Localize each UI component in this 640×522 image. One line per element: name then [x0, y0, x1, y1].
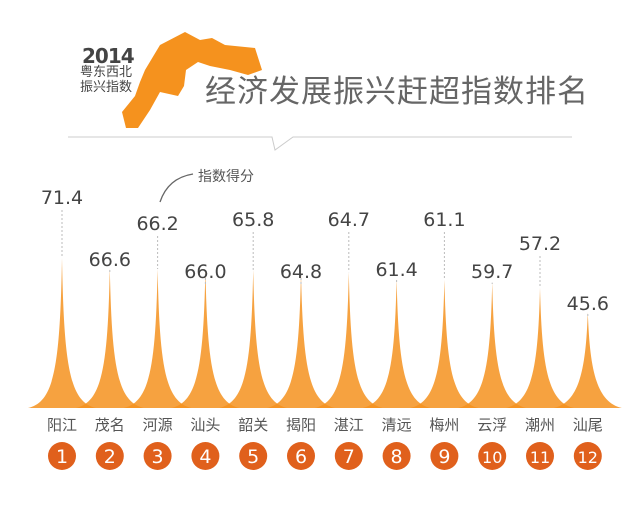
rank-badge: [573, 442, 602, 470]
spike-mark: [506, 287, 574, 408]
value-label: 61.1: [423, 209, 465, 231]
rank-badge: [287, 442, 315, 470]
rank-number: 10: [482, 448, 502, 467]
value-label: 57.2: [519, 233, 561, 255]
category-label: 云浮: [477, 416, 507, 434]
rank-number: 5: [247, 446, 259, 468]
category-label: 揭阳: [286, 416, 316, 434]
rank-number: 12: [578, 448, 598, 467]
category-label: 梅州: [429, 416, 459, 434]
rank-number: 2: [104, 446, 116, 468]
rank-badge: [48, 442, 76, 470]
category-label: 韶关: [238, 416, 268, 434]
rank-number: 1: [56, 446, 68, 468]
logo-line2: 振兴指数: [80, 80, 133, 95]
rank-badge: [526, 442, 554, 470]
spike-mark: [219, 269, 288, 408]
rank-badge: [239, 442, 268, 470]
value-label: 64.7: [328, 209, 370, 231]
legend-pointer: [159, 173, 194, 203]
rank-number: 4: [199, 446, 211, 468]
rank-number: 6: [295, 446, 307, 468]
spike-mark: [75, 268, 144, 408]
spike-mark: [28, 258, 96, 408]
logo-line1: 粤东西北: [80, 65, 133, 80]
value-label: 66.6: [89, 249, 131, 271]
rank-badge: [143, 442, 172, 470]
rank-number: 8: [391, 446, 403, 468]
rank-badge: [430, 442, 459, 470]
spike-mark: [553, 312, 622, 408]
value-label: 66.0: [184, 261, 226, 283]
rank-number: 7: [343, 446, 355, 468]
logo-year: 2014: [82, 44, 135, 68]
category-label: 清远: [382, 416, 412, 434]
rank-badge: [382, 442, 411, 470]
value-label: 61.4: [375, 259, 417, 281]
divider-line: [68, 136, 572, 151]
spike-mark: [314, 272, 383, 408]
category-label: 河源: [143, 416, 173, 434]
category-label: 汕尾: [573, 416, 603, 434]
spike-mark: [362, 279, 431, 408]
value-label: 66.2: [136, 213, 178, 235]
legend-label: 指数得分: [198, 169, 254, 185]
value-label: 65.8: [232, 209, 274, 231]
rank-number: 11: [530, 448, 550, 467]
value-label: 64.8: [280, 261, 322, 283]
orange-map-icon: [122, 32, 262, 128]
spikes: [28, 258, 622, 408]
category-label: 湛江: [334, 416, 364, 434]
rank-number: 3: [152, 446, 164, 468]
value-label: 71.4: [41, 187, 83, 209]
rank-badge: [95, 442, 124, 470]
category-label: 阳江: [47, 416, 77, 434]
spike-mark: [410, 279, 479, 408]
category-label: 潮州: [525, 416, 555, 434]
value-label: 45.6: [567, 293, 609, 315]
spike-mark: [267, 271, 335, 408]
spike-mark: [123, 268, 192, 408]
value-label: 59.7: [471, 261, 513, 283]
page-title: 经济发展振兴赶超指数排名: [205, 74, 589, 110]
spike-mark: [171, 269, 240, 408]
rank-badge: [334, 442, 363, 470]
rank-badge: [191, 442, 220, 470]
rank-badge: [478, 442, 507, 470]
category-label: 汕头: [190, 416, 220, 434]
category-label: 茂名: [95, 416, 125, 434]
rank-number: 9: [438, 446, 450, 468]
spike-mark: [458, 282, 527, 408]
